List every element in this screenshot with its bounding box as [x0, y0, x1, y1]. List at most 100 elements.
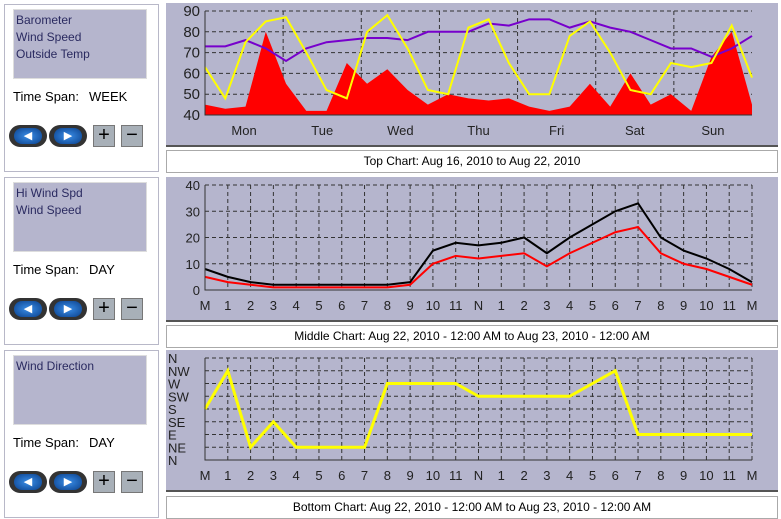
series-hi-wind-spd: [204, 202, 753, 286]
x-tick-label: 11: [722, 468, 736, 483]
zoom-out-button[interactable]: −: [121, 125, 143, 147]
x-tick-label: 11: [449, 298, 463, 313]
x-tick-label: 1: [224, 298, 231, 313]
axis: [204, 185, 752, 291]
series-outside-temp: [204, 13, 753, 101]
next-button[interactable]: ▶: [49, 125, 87, 147]
x-tick-label: 6: [338, 298, 345, 313]
x-tick-label: 10: [426, 298, 440, 313]
y-tick-label: 10: [186, 257, 200, 272]
x-tick-label: Wed: [387, 123, 414, 138]
x-tick-label: Sat: [625, 123, 645, 138]
series-list-item[interactable]: Barometer: [16, 13, 73, 27]
time-span-label: Time Span:: [13, 435, 79, 450]
x-tick-label: 3: [543, 298, 550, 313]
x-tick-label: 4: [566, 298, 573, 313]
chart-caption: Bottom Chart: Aug 22, 2010 - 12:00 AM to…: [166, 496, 778, 519]
next-button[interactable]: ▶: [49, 471, 87, 493]
y-tick-label: 80: [183, 24, 200, 41]
x-tick-label: 6: [612, 298, 619, 313]
x-tick-label: 10: [699, 298, 713, 313]
time-span-value[interactable]: WEEK: [89, 89, 128, 104]
zoom-out-button[interactable]: −: [121, 471, 143, 493]
time-span-value[interactable]: DAY: [89, 435, 115, 450]
series-list[interactable]: Barometer Wind Speed Outside Temp: [13, 9, 147, 79]
axis: [204, 11, 752, 116]
x-tick-label: 10: [426, 468, 440, 483]
x-tick-label: 7: [634, 468, 641, 483]
control-panel: Hi Wind Spd Wind Speed Time Span: DAY ◀ ▶ +…: [4, 177, 159, 345]
previous-button[interactable]: ◀: [9, 125, 47, 147]
y-tick-label: 50: [183, 86, 200, 103]
y-tick-label: 90: [183, 3, 200, 20]
y-tick-label: SE: [168, 415, 186, 430]
x-tick-label: 9: [407, 468, 414, 483]
y-tick-label: 60: [183, 65, 200, 82]
x-tick-label: 3: [270, 298, 277, 313]
arrow-right-icon: ▶: [54, 301, 82, 317]
x-tick-label: 2: [520, 468, 527, 483]
x-tick-label: 4: [293, 468, 300, 483]
x-tick-label: 11: [722, 298, 736, 313]
x-tick-label: 8: [657, 468, 664, 483]
series-list-item[interactable]: Hi Wind Spd: [16, 186, 83, 200]
arrow-left-icon: ◀: [14, 128, 42, 144]
zoom-out-button[interactable]: −: [121, 298, 143, 320]
y-tick-label: N: [168, 351, 177, 366]
series-list-item[interactable]: Outside Temp: [16, 47, 90, 61]
zoom-in-button[interactable]: +: [93, 298, 115, 320]
x-tick-label: 8: [384, 298, 391, 313]
y-tick-label: 0: [193, 283, 200, 298]
x-tick-label: 1: [224, 468, 231, 483]
y-tick-label: NW: [168, 364, 190, 379]
x-tick-label: Thu: [467, 123, 489, 138]
x-tick-label: 5: [589, 298, 596, 313]
x-tick-label: 7: [634, 298, 641, 313]
zoom-in-button[interactable]: +: [93, 471, 115, 493]
control-panel: Wind Direction Time Span: DAY ◀ ▶ + −: [4, 350, 159, 518]
x-tick-label: 10: [699, 468, 713, 483]
x-tick-label: 4: [293, 298, 300, 313]
next-button[interactable]: ▶: [49, 298, 87, 320]
chart-1: 40 30 20 10 0 M 1 2 3 4 5 6 7 8 9 10 11 N 1 2 3 4 5 6 7 8 9 10 11 M: [166, 177, 778, 322]
x-tick-label: 5: [315, 298, 322, 313]
series-list-item[interactable]: Wind Direction: [16, 359, 95, 373]
x-tick-label: M: [747, 468, 758, 483]
y-tick-label: W: [168, 377, 181, 392]
x-tick-label: 8: [657, 298, 664, 313]
series-wind-speed: [204, 225, 753, 289]
time-span-value[interactable]: DAY: [89, 262, 115, 277]
x-tick-label: Tue: [311, 123, 333, 138]
zoom-in-button[interactable]: +: [93, 125, 115, 147]
y-tick-label: SW: [168, 389, 190, 404]
x-tick-label: 1: [498, 468, 505, 483]
time-span: Time Span: DAY: [13, 435, 115, 450]
chart-0: 90 80 70 60 50 40 Mon Tue Wed Thu Fri Sat Sun: [166, 3, 778, 147]
series-list[interactable]: Hi Wind Spd Wind Speed: [13, 182, 147, 252]
x-tick-label: N: [474, 298, 483, 313]
axis: [204, 358, 752, 461]
previous-button[interactable]: ◀: [9, 471, 47, 493]
chart-caption: Top Chart: Aug 16, 2010 to Aug 22, 2010: [166, 150, 778, 173]
series-list[interactable]: Wind Direction: [13, 355, 147, 425]
arrow-left-icon: ◀: [14, 301, 42, 317]
x-tick-label: 3: [270, 468, 277, 483]
series-list-item[interactable]: Wind Speed: [16, 203, 82, 217]
x-tick-label: 9: [407, 298, 414, 313]
x-tick-label: Mon: [231, 123, 256, 138]
previous-button[interactable]: ◀: [9, 298, 47, 320]
y-tick-label: N: [168, 453, 177, 468]
x-tick-label: M: [200, 468, 211, 483]
series-list-item[interactable]: Wind Speed: [16, 30, 82, 44]
arrow-right-icon: ▶: [54, 128, 82, 144]
chart-caption: Middle Chart: Aug 22, 2010 - 12:00 AM to…: [166, 325, 778, 348]
y-tick-label: 30: [186, 204, 200, 219]
chart-2: N NW W SW S SE E NE N M 1 2 3 4 5 6 7 8 9 10 11 N 1 2 3 4 5 6 7 8 9 10 1…: [166, 350, 778, 492]
x-tick-label: 4: [566, 468, 573, 483]
control-panel: Barometer Wind Speed Outside Temp Time Span…: [4, 4, 159, 172]
x-tick-label: 5: [315, 468, 322, 483]
x-tick-label: 9: [680, 298, 687, 313]
series-wind-direction: [203, 367, 752, 451]
x-tick-label: 7: [361, 298, 368, 313]
y-tick-label: 40: [183, 107, 200, 124]
